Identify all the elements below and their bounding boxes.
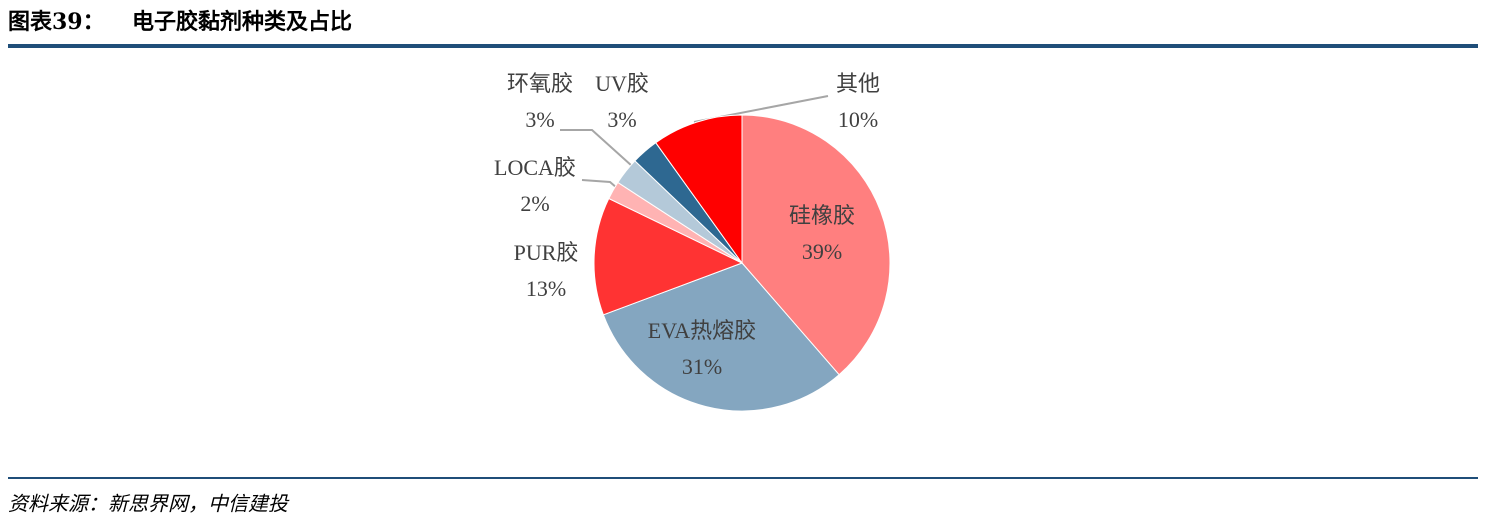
pie-slice	[602, 262, 840, 412]
source-note: 资料来源：新思界网，中信建投	[8, 492, 290, 516]
slice-value: 31%	[682, 354, 722, 379]
slice-name: EVA热熔胶	[648, 318, 756, 343]
slice-name: LOCA胶	[494, 155, 576, 180]
slice-value: 39%	[802, 239, 842, 264]
slice-name: 环氧胶	[507, 71, 573, 96]
pie-slice	[741, 114, 891, 376]
slice-value: 10%	[838, 107, 878, 132]
slice-name: PUR胶	[514, 240, 579, 265]
slice-value: 3%	[525, 107, 554, 132]
leader-line	[560, 129, 633, 167]
slice-value: 3%	[607, 107, 636, 132]
footer-rule	[8, 477, 1478, 479]
pie-slice	[655, 114, 743, 265]
leader-line	[581, 179, 618, 189]
slice-value: 2%	[520, 191, 549, 216]
slice-value: 13%	[526, 276, 566, 301]
header-rule	[8, 44, 1478, 48]
slice-name: 其他	[836, 71, 880, 96]
slice-name: UV胶	[595, 71, 649, 96]
pie-slice	[593, 197, 744, 316]
figure-label: 图表39：	[8, 9, 105, 35]
chart-title: 电子胶黏剂种类及占比	[132, 9, 352, 35]
slice-name: 硅橡胶	[789, 203, 855, 228]
